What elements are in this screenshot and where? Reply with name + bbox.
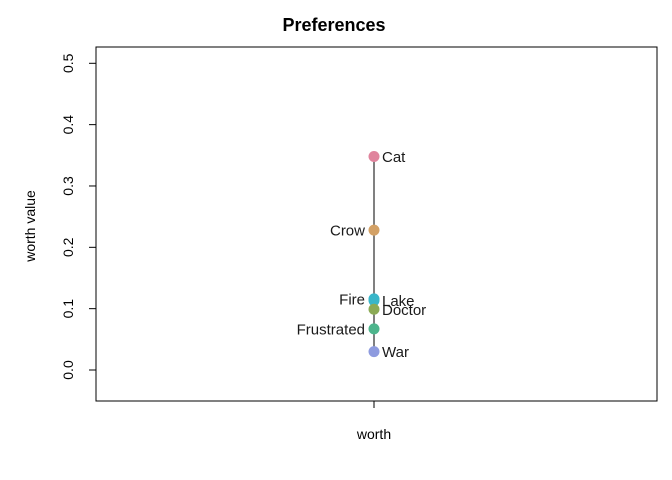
point-label-fire: Fire — [339, 291, 365, 308]
y-tick-label: 0.5 — [60, 53, 76, 73]
chart-title: Preferences — [282, 15, 385, 35]
point-label-cat: Cat — [382, 149, 406, 166]
point-war — [368, 346, 380, 358]
y-axis: 0.0 0.1 0.2 0.3 0.4 0.5 — [60, 53, 97, 380]
point-label-crow: Crow — [330, 223, 365, 240]
y-tick-label: 0.0 — [60, 360, 76, 380]
point-crow — [368, 224, 380, 236]
point-doctor — [368, 303, 380, 315]
point-label-war: War — [382, 344, 409, 361]
x-axis: worth — [356, 401, 391, 442]
points-group — [368, 151, 380, 358]
point-label-lake: Lake — [382, 293, 415, 310]
y-tick-label: 0.3 — [60, 176, 76, 196]
y-tick-label: 0.1 — [60, 299, 76, 319]
y-tick-label: 0.4 — [60, 115, 76, 135]
point-label-doctor: Doctor — [382, 302, 426, 319]
point-label-frustrated: Frustrated — [297, 321, 365, 338]
point-cat — [368, 151, 380, 163]
point-lake — [368, 295, 380, 307]
x-tick-label: worth — [356, 426, 391, 442]
y-axis-label: worth value — [22, 190, 38, 263]
point-frustrated — [368, 323, 380, 335]
y-tick-label: 0.2 — [60, 237, 76, 257]
